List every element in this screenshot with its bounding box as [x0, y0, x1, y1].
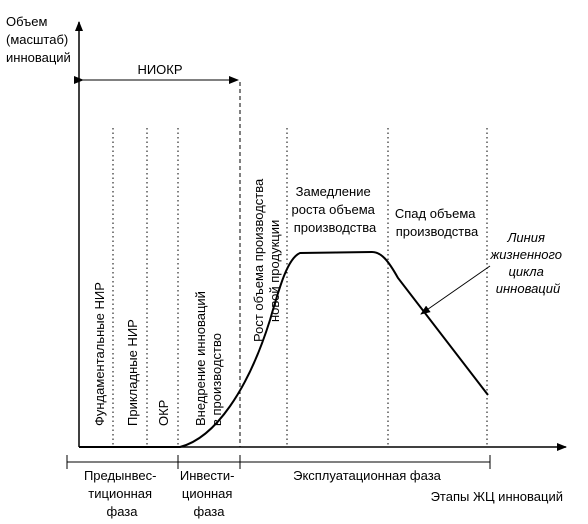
phase-label-line: Инвести- [180, 468, 235, 483]
phase-label-line: Предынвес- [84, 468, 156, 483]
stage-label-line: Замедление [296, 184, 371, 199]
stage-label-line: производства [396, 224, 479, 239]
y-axis-label-line: инноваций [6, 50, 71, 65]
life-cycle-curve [79, 250, 489, 448]
stage-label-implementation: Внедрение инноваций в производство [193, 287, 224, 426]
stage-label-line: Спад объема [395, 206, 476, 221]
stage-label-applied-research: Прикладные НИР [125, 319, 140, 426]
stage-label-line: Рост объема производства [251, 178, 266, 342]
stage-label-growth: Рост объема производства новой продукции [251, 175, 282, 342]
curve-pointer-arrow [420, 265, 491, 315]
phase-label-operational: Эксплуатационная фаза [293, 468, 442, 483]
stage-label-line: новой продукции [267, 220, 282, 322]
y-axis-label-line: (масштаб) [6, 32, 68, 47]
phase-label-line: фаза [107, 504, 139, 519]
phase-label-line: ционная [182, 486, 233, 501]
stage-label-okr: ОКР [156, 400, 171, 426]
phase-label-line: фаза [194, 504, 226, 519]
stage-label-line: производства [294, 220, 377, 235]
phase-label-pre-investment: Предынвес- тиционная фаза [84, 468, 160, 519]
stage-label-slowdown: Замедление роста объема производства [291, 184, 378, 235]
curve-label-line: цикла [509, 264, 544, 279]
curve-label-line: жизненного [489, 247, 562, 262]
y-axis-label-line: Объем [6, 14, 47, 29]
curve-label-line: инноваций [496, 281, 560, 296]
stage-label-decline: Спад объема производства [395, 206, 479, 239]
stage-label-fundamental-research: Фундаментальные НИР [92, 282, 107, 426]
phase-label-line: тиционная [88, 486, 152, 501]
stage-label-line: в производство [209, 333, 224, 426]
niokr-label: НИОКР [137, 62, 182, 77]
stage-label-line: Внедрение инноваций [193, 291, 208, 426]
x-axis-label: Этапы ЖЦ инноваций [431, 489, 563, 504]
stage-label-line: роста объема [291, 202, 375, 217]
life-cycle-curve-label: Линия жизненного цикла инноваций [489, 230, 565, 296]
curve-label-line: Линия [506, 230, 545, 245]
y-axis-label: Объем (масштаб) инноваций [6, 14, 72, 65]
phase-label-investment: Инвести- ционная фаза [180, 468, 238, 519]
